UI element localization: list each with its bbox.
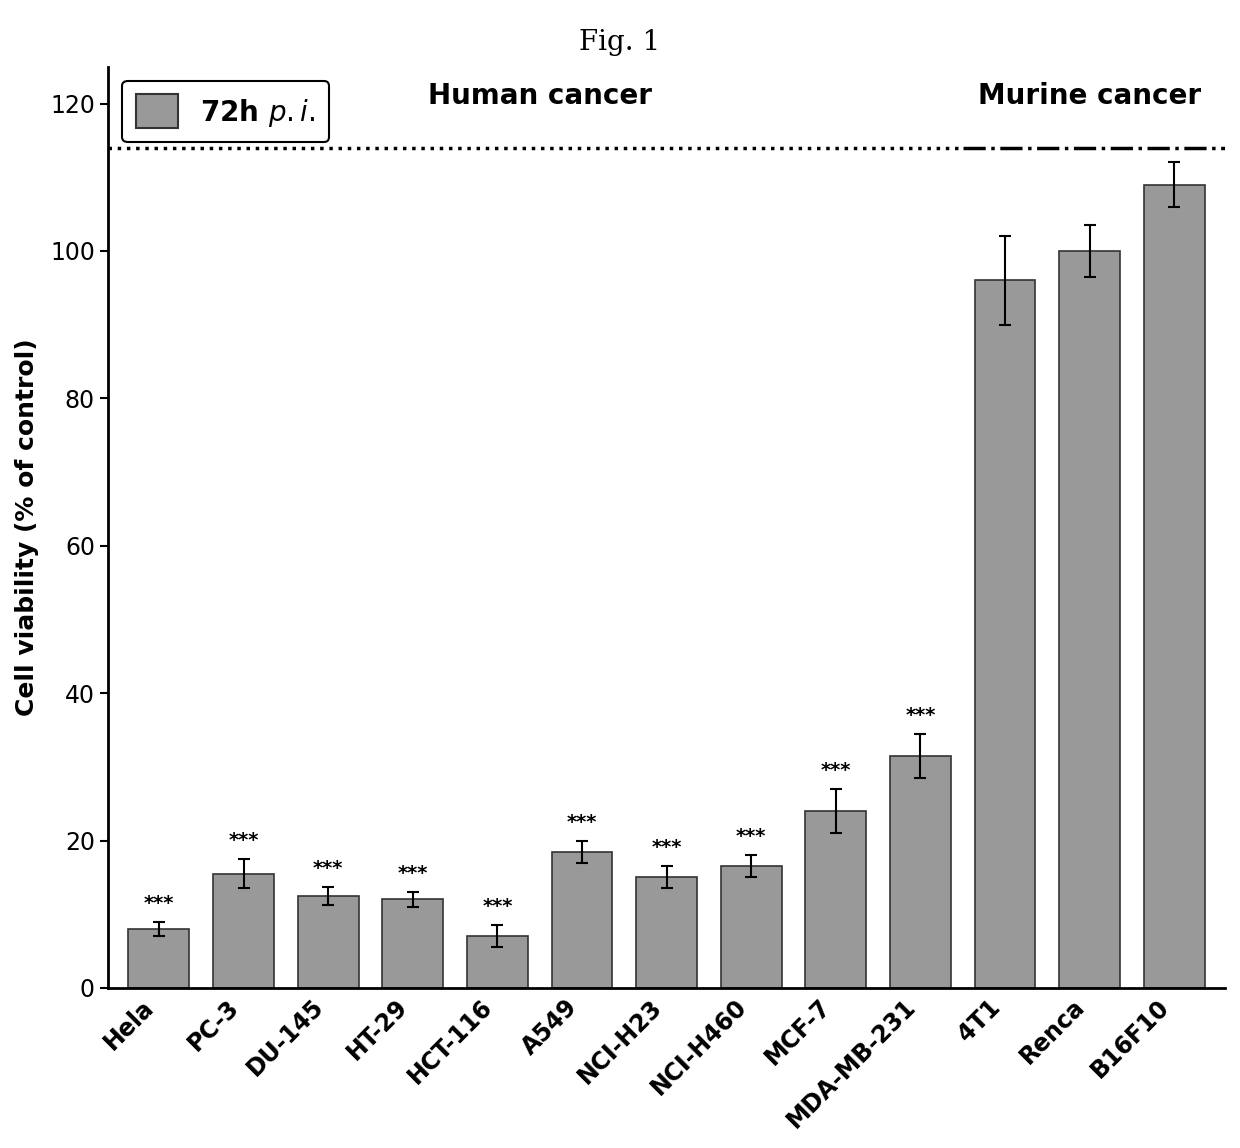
Text: ***: *** <box>737 828 766 846</box>
Text: Human cancer: Human cancer <box>428 83 652 110</box>
Bar <box>298 895 358 988</box>
Bar <box>720 867 781 988</box>
Text: ***: *** <box>312 859 343 878</box>
Bar <box>129 929 190 988</box>
Bar <box>1059 251 1120 988</box>
Text: Fig. 1: Fig. 1 <box>579 29 661 56</box>
Legend: 72h $\it{p.i.}$: 72h $\it{p.i.}$ <box>122 80 329 142</box>
Text: ***: *** <box>651 838 682 858</box>
Bar <box>975 280 1035 988</box>
Text: ***: *** <box>144 894 174 913</box>
Bar <box>805 810 867 988</box>
Text: Murine cancer: Murine cancer <box>978 83 1202 110</box>
Bar <box>1143 185 1205 988</box>
Bar <box>213 874 274 988</box>
Bar <box>636 877 697 988</box>
Bar <box>890 755 951 988</box>
Bar <box>382 900 443 988</box>
Text: ***: *** <box>398 864 428 883</box>
Y-axis label: Cell viability (% of control): Cell viability (% of control) <box>15 339 38 716</box>
Bar <box>467 937 528 988</box>
Bar <box>552 852 613 988</box>
Text: ***: *** <box>482 898 512 916</box>
Text: ***: *** <box>821 761 851 781</box>
Text: ***: *** <box>905 706 936 724</box>
Text: ***: *** <box>567 813 598 831</box>
Text: ***: *** <box>228 831 259 850</box>
